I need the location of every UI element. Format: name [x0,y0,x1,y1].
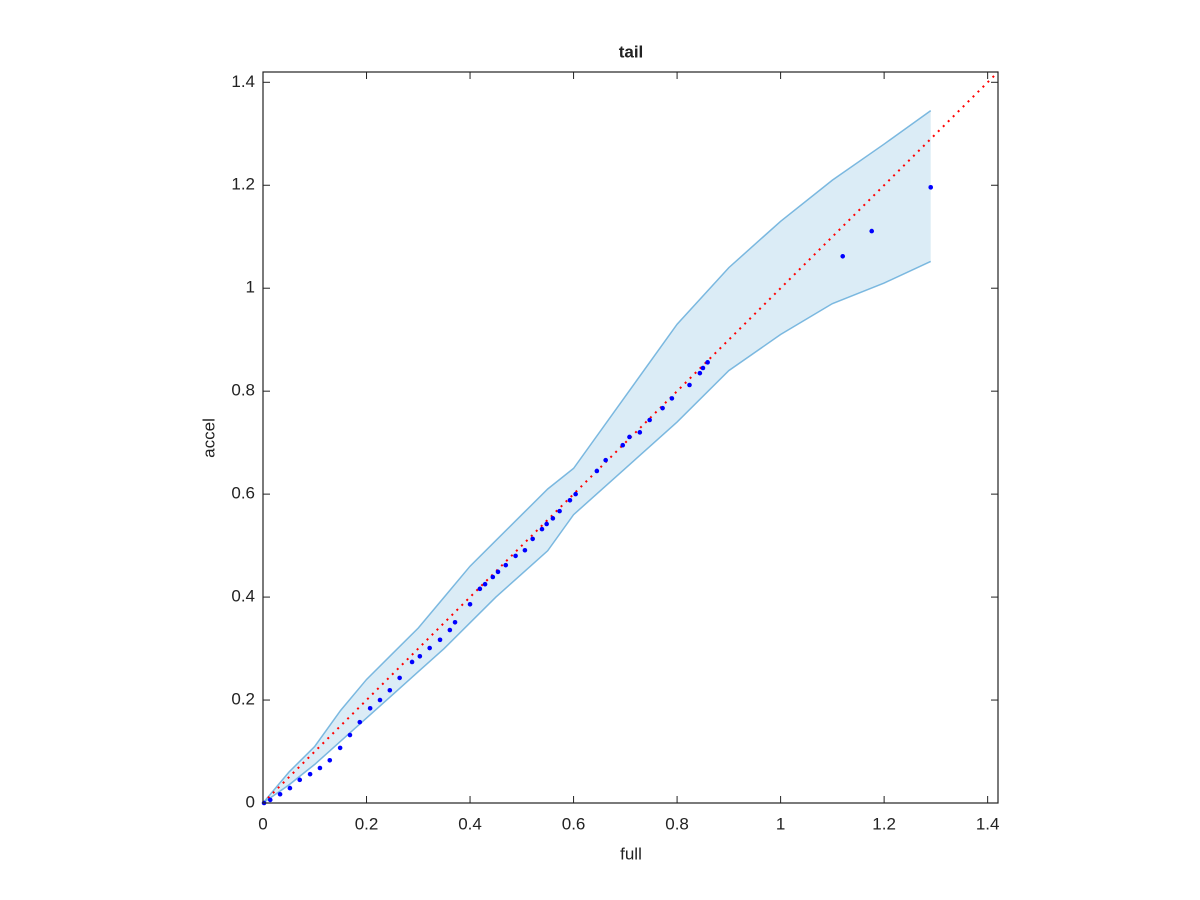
x-tick-label: 1.2 [872,814,896,833]
point [427,645,432,651]
point [697,370,703,376]
point [452,620,458,625]
band-upper-edge [262,109,932,804]
point [594,468,600,474]
point [482,581,488,587]
point [409,659,415,665]
y-tick-label: 0.6 [231,484,255,503]
point [840,253,846,259]
x-tick-label: 0 [258,814,267,833]
point [647,417,652,423]
point [669,396,675,401]
point [357,719,363,725]
point [490,574,496,580]
point [447,627,453,633]
point [539,526,545,532]
point [387,687,393,693]
point [544,521,549,527]
point [277,791,283,797]
point [307,771,313,777]
point [477,586,483,592]
x-tick-label: 0.8 [665,814,689,833]
point [347,732,353,738]
x-axis-label: full [620,844,642,863]
y-axis-label: accel [199,418,218,458]
point [522,547,528,553]
point [637,430,643,435]
point [495,569,501,575]
point [660,405,665,411]
point [467,601,473,607]
y-tick-label: 0.4 [231,587,255,606]
point [503,562,509,568]
point [377,697,383,703]
point [267,797,273,803]
point [287,785,293,791]
point [620,442,626,448]
point [928,185,934,190]
point [705,360,710,365]
point [603,457,608,463]
x-tick-label: 0.4 [458,814,482,833]
point [573,491,578,497]
point [417,653,423,659]
band-lower-edge [262,260,932,804]
confidence-band [263,110,931,804]
point [869,228,875,234]
point [567,498,573,503]
point [317,765,323,771]
y-tick-label: 0.8 [231,381,255,400]
point [687,382,692,388]
chart-title: tail [619,42,644,61]
point [557,508,562,514]
y-tick-label: 0 [246,792,255,811]
x-tick-label: 1 [776,814,785,833]
point [397,675,402,681]
y-tick-label: 0.2 [231,690,255,709]
y-tick-label: 1 [246,278,255,297]
axes-box [262,71,999,804]
y-tick-label: 1.4 [231,72,255,91]
x-tick-label: 0.6 [562,814,586,833]
y-tick-label: 1.2 [231,175,255,194]
x-tick-label: 0.2 [355,814,379,833]
point [337,745,343,751]
point [367,705,373,711]
point [297,777,303,783]
point [530,536,535,542]
point [627,434,632,440]
point [700,365,706,371]
point [437,637,443,643]
x-tick-label: 1.4 [976,814,1000,833]
point [513,553,518,559]
point [327,757,333,763]
point [550,516,556,521]
